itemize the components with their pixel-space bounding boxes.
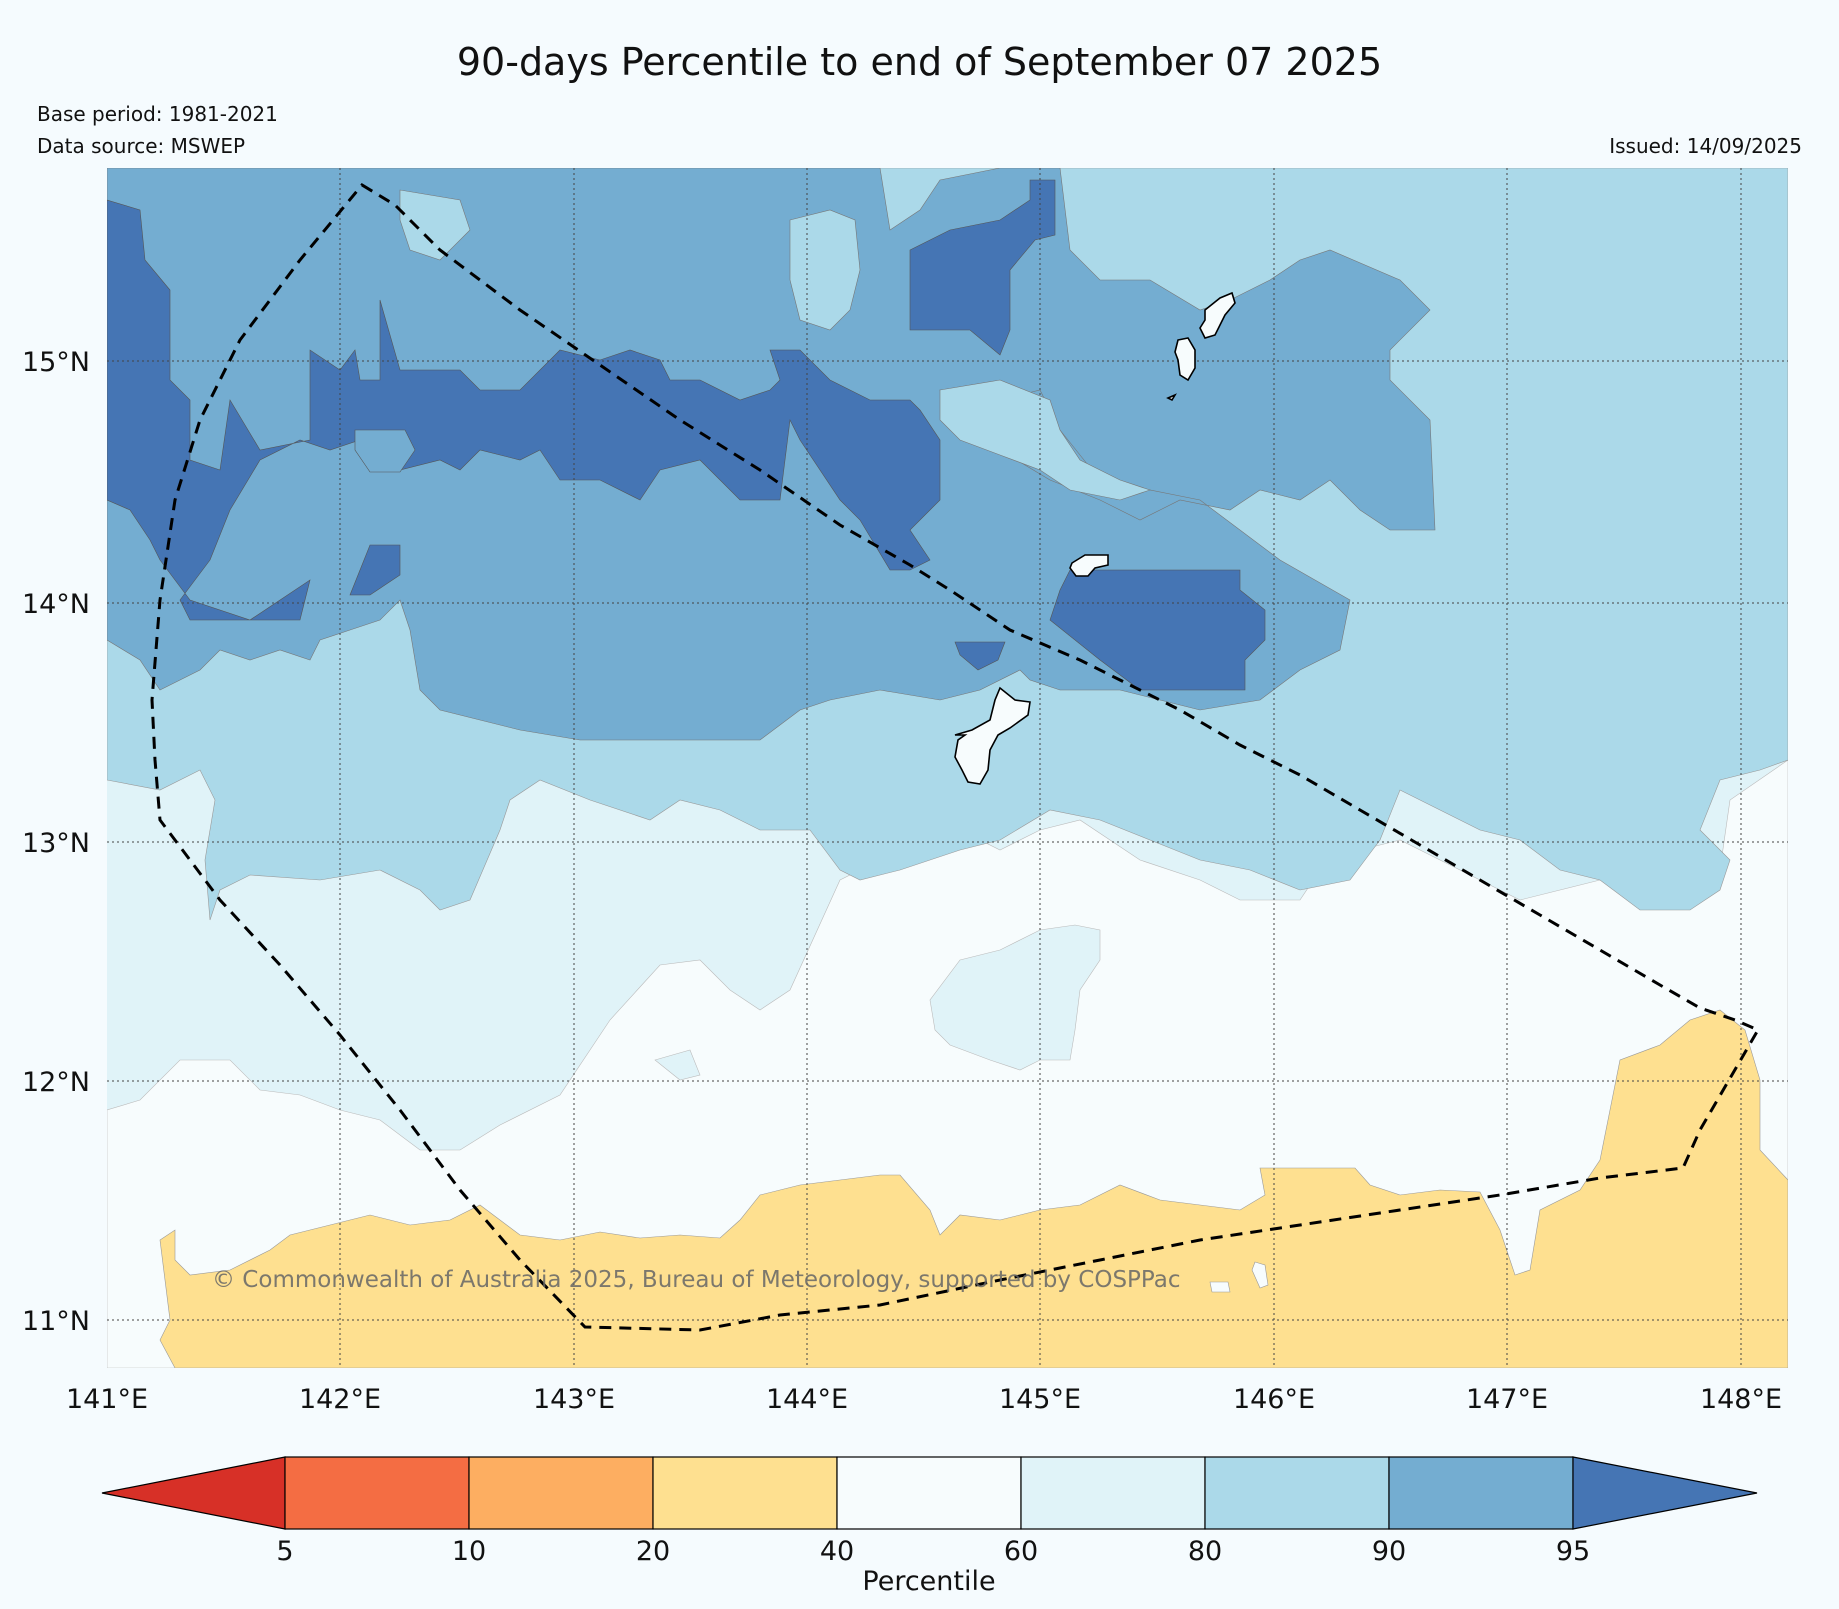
colorbar-label: Percentile	[862, 1566, 995, 1597]
x-tick-label: 144°E	[766, 1384, 848, 1415]
map-title: 90-days Percentile to end of September 0…	[456, 40, 1383, 84]
colorbar-tick-label: 5	[276, 1536, 293, 1567]
field-90-95-hole	[354, 429, 416, 473]
x-tick-label: 146°E	[1233, 1384, 1315, 1415]
field-above-95	[1049, 569, 1266, 691]
region-boundary	[150, 183, 1761, 1332]
colorbar-tick-label: 10	[452, 1536, 486, 1567]
base-period: Base period: 1981-2021	[37, 102, 278, 126]
colorbar-5-10	[284, 1456, 470, 1530]
colorbar-40-60	[836, 1456, 1022, 1530]
island-saipan	[1199, 291, 1236, 339]
colorbar-tick-label: 40	[820, 1536, 854, 1567]
island-aguijan	[1166, 393, 1177, 402]
field-above-95	[909, 179, 1056, 356]
colorbar-tick-label: 20	[636, 1536, 670, 1567]
colorbar-below-5	[101, 1456, 286, 1530]
data-source: Data source: MSWEP	[37, 134, 246, 158]
x-tick-label: 145°E	[999, 1384, 1081, 1415]
x-tick-label: 142°E	[299, 1384, 381, 1415]
field-40-60-hole	[1209, 1281, 1231, 1293]
colorbar-tick-label: 95	[1556, 1536, 1590, 1567]
y-tick-label: 15°N	[22, 347, 90, 378]
field-20-40	[159, 1009, 1788, 1368]
coastlines	[954, 291, 1236, 785]
field-80-90-hole	[939, 379, 1151, 501]
colorbar-10-20	[468, 1456, 654, 1530]
copyright-text: © Commonwealth of Australia 2025, Bureau…	[212, 1267, 1181, 1293]
y-tick-label: 12°N	[22, 1067, 90, 1098]
colorbar	[101, 1456, 1758, 1530]
y-tick-label: 14°N	[22, 589, 90, 620]
issued-date: Issued: 14/09/2025	[1609, 134, 1802, 158]
colorbar-tick-label: 80	[1188, 1536, 1222, 1567]
field-above-95	[107, 199, 941, 621]
colorbar-60-80	[1020, 1456, 1206, 1530]
colorbar-tick-label: 60	[1004, 1536, 1038, 1567]
colorbar-tick-label: 90	[1372, 1536, 1406, 1567]
y-tick-label: 11°N	[22, 1306, 90, 1337]
x-axis-ticks: 141°E 142°E 143°E 144°E 145°E 146°E 147°…	[66, 1384, 1782, 1415]
island-rota	[1069, 554, 1109, 577]
field-80-90-hole	[399, 189, 471, 261]
field-above-95	[954, 641, 1006, 671]
island-guam	[954, 686, 1031, 785]
colorbar-80-90	[1204, 1456, 1390, 1530]
colorbar-ticks: 5 10 20 40 60 80 90 95 Percentile	[276, 1536, 1590, 1597]
gridlines	[107, 168, 1788, 1368]
percentile-map	[107, 168, 1788, 1368]
x-tick-label: 147°E	[1466, 1384, 1548, 1415]
colorbar-20-40	[652, 1456, 838, 1530]
field-above-95	[349, 544, 401, 596]
y-axis-ticks: 15°N 14°N 13°N 12°N 11°N	[22, 347, 90, 1337]
y-tick-label: 13°N	[22, 828, 90, 859]
field-40-60-hole	[1251, 1261, 1269, 1289]
x-tick-label: 143°E	[533, 1384, 615, 1415]
colorbar-above-95	[1572, 1456, 1758, 1530]
x-tick-label: 148°E	[1700, 1384, 1782, 1415]
field-60-80-island	[654, 1049, 701, 1081]
field-60-80-island	[929, 924, 1101, 1071]
island-tinian	[1174, 337, 1196, 382]
colorbar-90-95	[1388, 1456, 1574, 1530]
x-tick-label: 141°E	[66, 1384, 148, 1415]
